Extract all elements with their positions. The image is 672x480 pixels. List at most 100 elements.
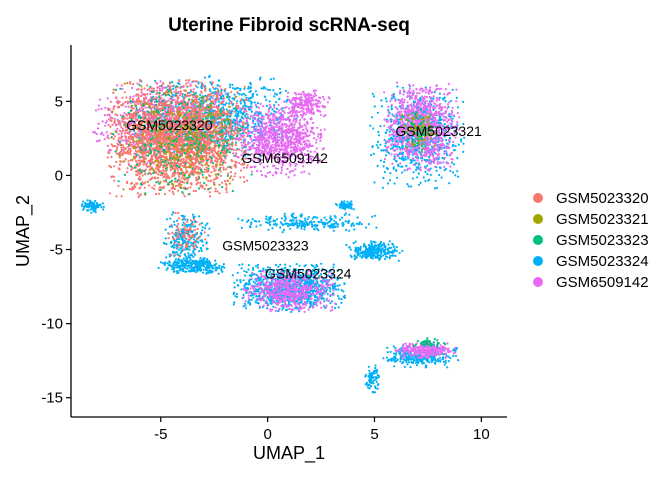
data-point — [120, 126, 123, 129]
data-point — [231, 97, 234, 100]
data-point — [181, 93, 184, 96]
data-point — [266, 88, 269, 91]
data-point — [221, 139, 224, 142]
data-point — [214, 168, 217, 171]
data-point — [124, 100, 127, 104]
data-point — [198, 187, 201, 190]
data-point — [206, 139, 209, 142]
data-point — [107, 151, 110, 155]
data-point — [216, 110, 219, 113]
data-point — [123, 112, 126, 115]
data-point — [251, 140, 254, 143]
data-point — [222, 138, 226, 141]
data-point — [273, 104, 276, 107]
data-point — [226, 144, 229, 147]
data-point — [234, 88, 237, 91]
data-point — [236, 134, 239, 138]
data-point — [150, 99, 153, 102]
data-point — [228, 102, 231, 105]
data-point — [197, 168, 200, 171]
data-point — [209, 106, 212, 109]
data-point — [218, 168, 221, 171]
data-point — [274, 92, 277, 95]
data-point — [135, 105, 138, 108]
data-point — [108, 164, 111, 167]
data-point — [155, 93, 158, 96]
data-point — [111, 110, 114, 113]
data-point — [189, 186, 192, 189]
data-point — [218, 192, 221, 195]
data-point — [171, 113, 174, 116]
data-point — [271, 108, 274, 111]
data-point — [183, 100, 186, 104]
data-point — [229, 171, 232, 174]
data-point — [214, 187, 217, 190]
data-point — [216, 131, 219, 134]
data-point — [221, 186, 224, 189]
data-point — [199, 93, 202, 96]
data-point — [285, 106, 288, 109]
data-point — [159, 80, 162, 83]
data-point — [118, 122, 122, 125]
data-point — [193, 93, 196, 96]
data-point — [187, 193, 190, 196]
data-point — [231, 160, 234, 163]
data-point — [129, 138, 132, 141]
data-point — [200, 81, 203, 84]
data-point — [167, 106, 170, 109]
data-point — [229, 124, 232, 127]
data-point — [248, 117, 252, 120]
data-point — [177, 189, 180, 192]
data-point — [208, 93, 211, 96]
data-point — [143, 186, 146, 189]
data-point — [245, 166, 248, 169]
data-point — [127, 139, 130, 142]
data-point — [149, 178, 152, 181]
data-point — [247, 85, 250, 88]
data-point — [152, 162, 155, 165]
data-point — [152, 118, 155, 122]
data-point — [212, 155, 215, 158]
data-point — [176, 108, 179, 111]
data-point — [138, 136, 141, 140]
data-point — [209, 179, 212, 182]
data-point — [177, 158, 180, 161]
data-point — [179, 106, 182, 109]
data-point — [167, 175, 170, 178]
data-point — [216, 91, 219, 94]
data-point — [215, 176, 218, 179]
data-point — [168, 133, 171, 136]
data-point — [263, 95, 266, 98]
data-point — [272, 77, 275, 80]
data-point — [129, 100, 132, 103]
data-point — [132, 155, 135, 158]
data-point — [162, 92, 165, 96]
data-point — [139, 132, 142, 136]
data-point — [121, 115, 124, 118]
data-point — [130, 188, 133, 191]
data-point — [209, 161, 212, 164]
data-point — [158, 103, 161, 106]
data-point — [183, 93, 187, 96]
data-point — [254, 123, 257, 126]
data-point — [192, 142, 195, 146]
data-point — [218, 122, 221, 125]
data-point — [122, 146, 125, 149]
data-point — [217, 104, 221, 107]
data-point — [215, 144, 218, 147]
data-point — [159, 135, 162, 138]
data-point — [193, 167, 197, 170]
data-point — [137, 88, 140, 91]
data-point — [211, 165, 214, 168]
data-point — [196, 142, 200, 145]
data-point — [128, 97, 132, 100]
data-point — [194, 84, 198, 87]
data-point — [117, 180, 120, 183]
data-point — [227, 98, 230, 101]
data-point — [111, 123, 114, 126]
data-point — [211, 140, 214, 143]
data-point — [186, 103, 189, 106]
data-point — [208, 137, 211, 140]
data-point — [200, 150, 204, 153]
data-point — [118, 156, 121, 159]
